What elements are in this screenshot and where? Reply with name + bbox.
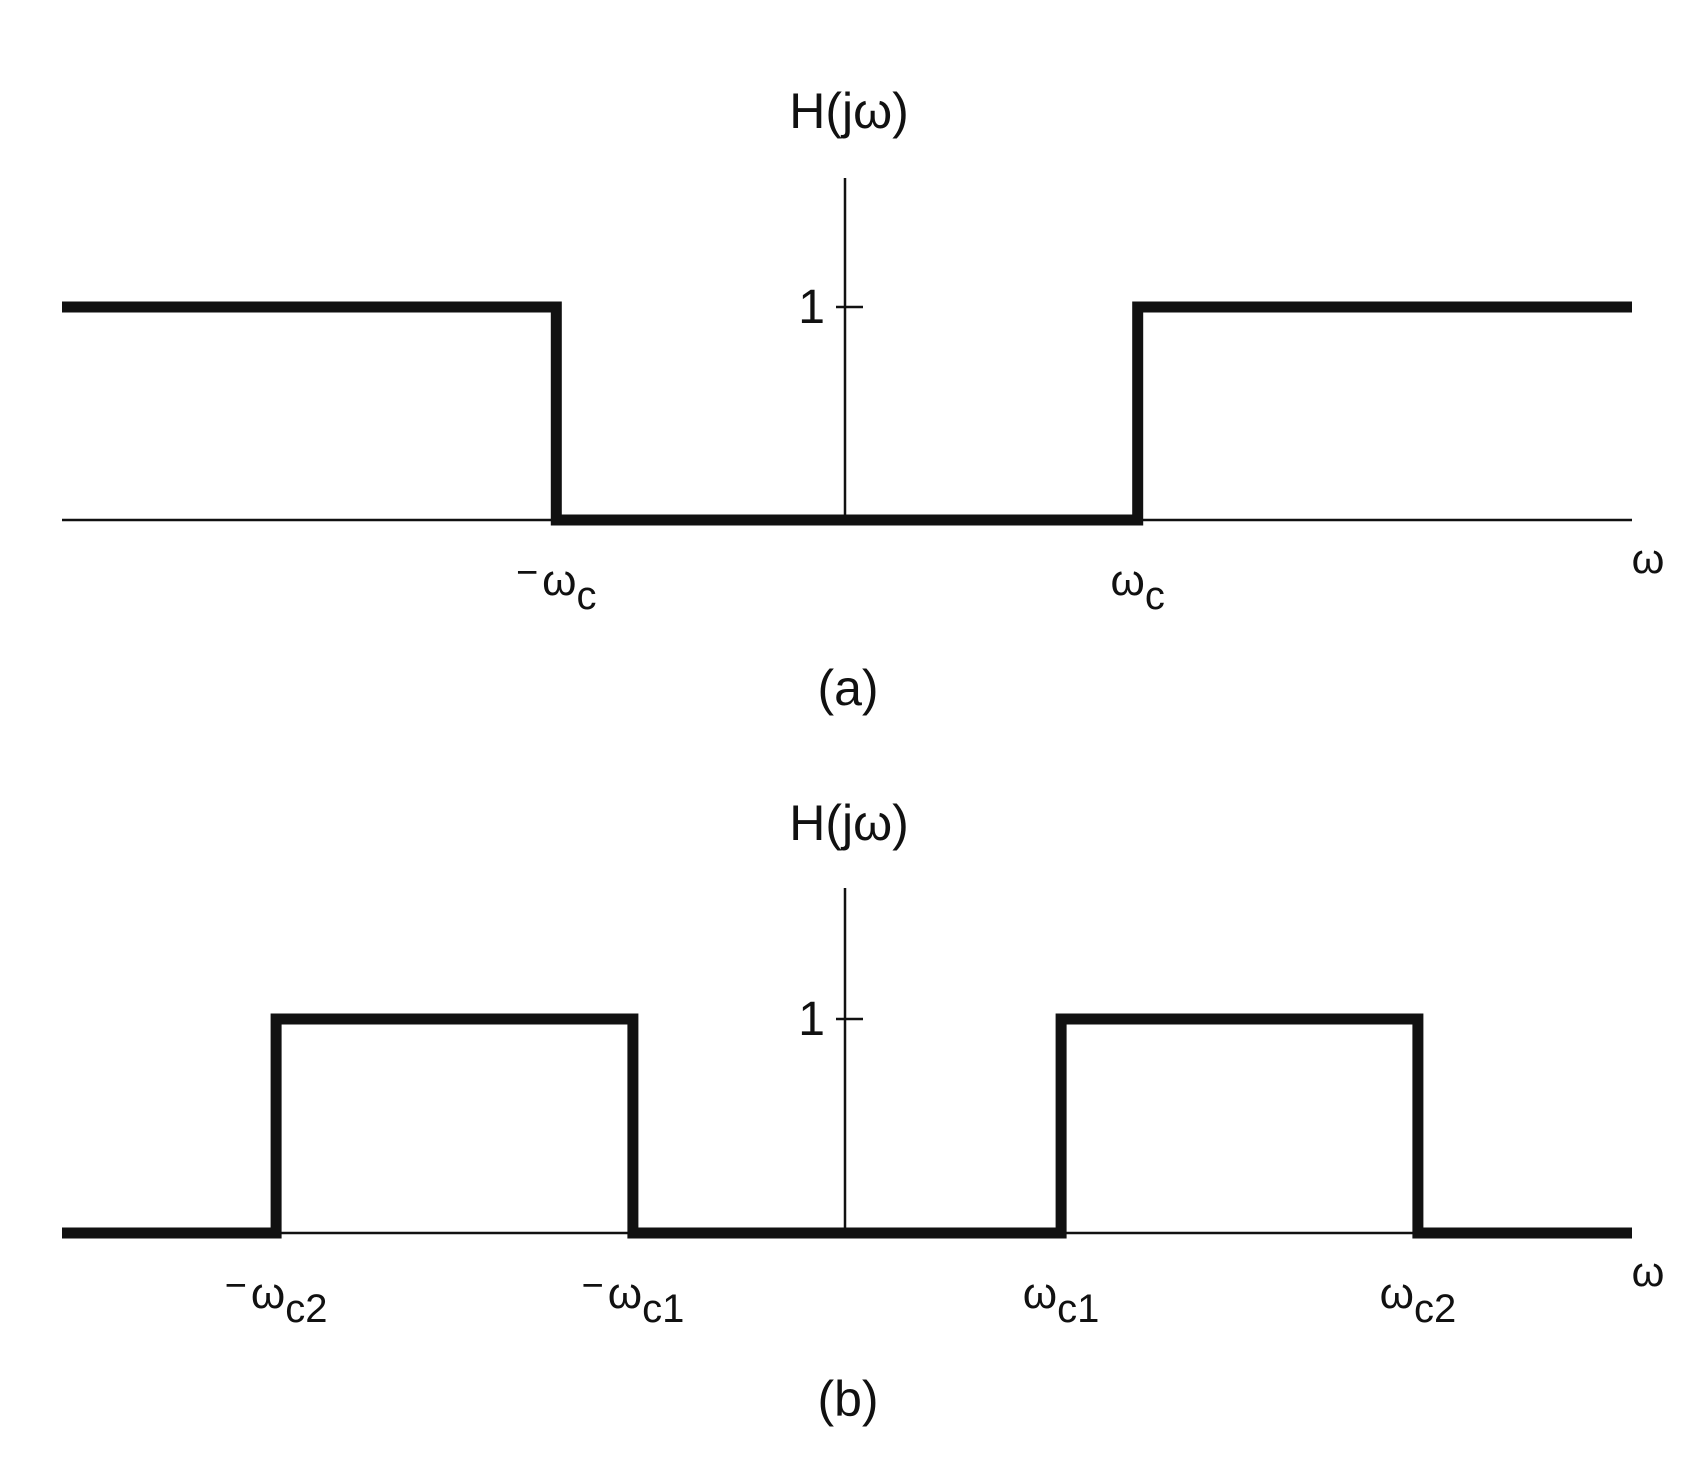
panel-a: 1 H(jω) ω −ωc ωc (a) [62, 83, 1664, 716]
response-curve [62, 1013, 1632, 1239]
panel-caption: (b) [817, 1371, 878, 1427]
y-axis-label: H(jω) [789, 83, 909, 139]
x-tick-label: −ωc [516, 552, 597, 618]
y-tick-label: 1 [798, 993, 825, 1046]
y-axis-label: H(jω) [789, 795, 909, 851]
response-curve [62, 301, 1632, 526]
x-axis-label: ω [1632, 535, 1665, 582]
x-tick-label: −ωc2 [225, 1265, 328, 1331]
panel-caption: (a) [817, 660, 878, 716]
y-tick-label: 1 [798, 281, 825, 334]
x-axis-label: ω [1632, 1248, 1665, 1295]
panel-b: 1 H(jω) ω −ωc2 −ωc1 ωc1 ωc2 (b) [62, 795, 1664, 1427]
x-tick-label: −ωc1 [582, 1265, 685, 1331]
x-tick-label: ωc [1111, 556, 1165, 618]
x-tick-label: ωc1 [1023, 1269, 1100, 1331]
x-tick-label: ωc2 [1380, 1269, 1457, 1331]
